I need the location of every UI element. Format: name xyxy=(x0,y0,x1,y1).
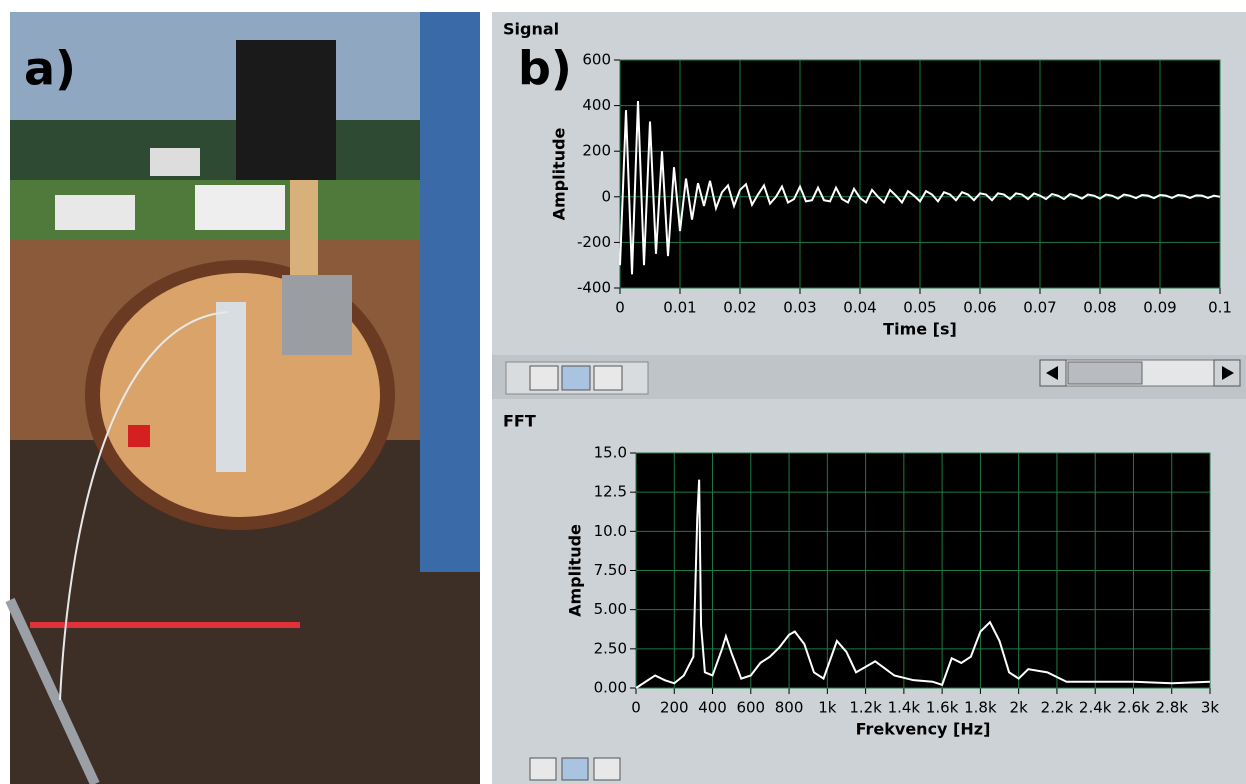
x-tick-label: 0.1 xyxy=(1208,299,1232,317)
y-axis-label: Amplitude xyxy=(566,524,585,617)
x-axis-label: Frekvency [Hz] xyxy=(856,720,991,739)
y-tick-label: 7.50 xyxy=(594,561,627,579)
x-tick-label: 0.06 xyxy=(963,299,996,317)
y-tick-label: 5.00 xyxy=(594,600,627,618)
photo xyxy=(5,12,480,784)
x-tick-label: 3k xyxy=(1201,699,1220,717)
x-tick-label: 0.02 xyxy=(723,299,756,317)
y-tick-label: 0.00 xyxy=(594,679,627,697)
x-tick-label: 2.2k xyxy=(1041,699,1074,717)
x-tick-label: 1.6k xyxy=(926,699,959,717)
x-tick-label: 800 xyxy=(775,699,804,717)
x-tick-label: 2.8k xyxy=(1155,699,1188,717)
x-tick-label: 0 xyxy=(615,299,625,317)
y-tick-label: -200 xyxy=(577,233,611,251)
x-tick-label: 1.4k xyxy=(888,699,921,717)
x-tick-label: 400 xyxy=(698,699,727,717)
y-tick-label: 2.50 xyxy=(594,639,627,657)
chart-title: FFT xyxy=(503,412,536,431)
chart-title: Signal xyxy=(503,20,559,39)
y-tick-label: 600 xyxy=(582,51,611,69)
fft-toolbar[interactable] xyxy=(529,757,621,781)
y-tick-label: 0 xyxy=(601,187,611,205)
x-tick-label: 200 xyxy=(660,699,689,717)
scrollbar[interactable] xyxy=(1039,359,1241,387)
x-tick-label: 600 xyxy=(736,699,765,717)
y-tick-label: -400 xyxy=(577,279,611,297)
y-tick-label: 400 xyxy=(582,96,611,114)
x-tick-label: 2k xyxy=(1010,699,1029,717)
y-tick-label: 15.0 xyxy=(594,444,627,462)
x-tick-label: 0.08 xyxy=(1083,299,1116,317)
x-tick-label: 1.2k xyxy=(849,699,882,717)
y-tick-label: 200 xyxy=(582,142,611,160)
x-tick-label: 0.09 xyxy=(1143,299,1176,317)
x-tick-label: 2.4k xyxy=(1079,699,1112,717)
graph-toolbar[interactable] xyxy=(505,361,649,395)
x-tick-label: 1k xyxy=(818,699,837,717)
x-tick-label: 0.07 xyxy=(1023,299,1056,317)
x-tick-label: 2.6k xyxy=(1117,699,1150,717)
x-tick-label: 0 xyxy=(631,699,641,717)
panel-label: b) xyxy=(518,42,572,96)
x-axis-label: Time [s] xyxy=(883,320,957,339)
y-axis-label: Amplitude xyxy=(550,127,569,220)
data-line xyxy=(619,101,1221,275)
x-tick-label: 1.8k xyxy=(964,699,997,717)
x-tick-label: 0.03 xyxy=(783,299,816,317)
y-tick-label: 10.0 xyxy=(594,522,627,540)
x-tick-label: 0.05 xyxy=(903,299,936,317)
panel-label: a) xyxy=(24,42,76,96)
x-tick-label: 0.01 xyxy=(663,299,696,317)
x-tick-label: 0.04 xyxy=(843,299,876,317)
y-tick-label: 12.5 xyxy=(594,483,627,501)
data-line xyxy=(635,479,1211,689)
